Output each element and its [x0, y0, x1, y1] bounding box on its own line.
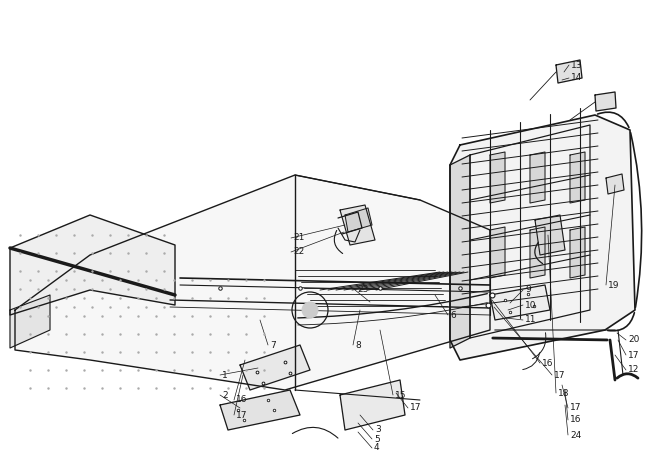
- Text: 12: 12: [628, 365, 640, 375]
- Text: 21: 21: [293, 234, 304, 242]
- Polygon shape: [606, 174, 624, 194]
- Text: 17: 17: [554, 371, 566, 380]
- Polygon shape: [220, 390, 300, 430]
- Text: 19: 19: [608, 280, 619, 289]
- Text: 17: 17: [410, 403, 421, 413]
- Polygon shape: [490, 227, 505, 278]
- Polygon shape: [240, 345, 310, 390]
- Polygon shape: [345, 208, 372, 232]
- Polygon shape: [530, 152, 545, 203]
- Text: 17: 17: [236, 410, 248, 420]
- Text: 9: 9: [525, 285, 531, 294]
- Text: 16: 16: [542, 359, 554, 367]
- Text: 6: 6: [450, 311, 456, 320]
- Polygon shape: [490, 285, 550, 320]
- Circle shape: [302, 302, 318, 318]
- Polygon shape: [490, 152, 505, 203]
- Text: 2: 2: [222, 391, 227, 399]
- Polygon shape: [450, 155, 470, 348]
- Polygon shape: [450, 115, 635, 360]
- Text: 24: 24: [570, 431, 581, 440]
- Polygon shape: [556, 60, 582, 83]
- Text: 10: 10: [525, 300, 536, 310]
- Text: 5: 5: [374, 435, 380, 443]
- Text: 14: 14: [571, 73, 582, 82]
- Text: 1: 1: [222, 371, 227, 380]
- Text: 16: 16: [570, 415, 582, 425]
- Text: 20: 20: [628, 336, 640, 344]
- Polygon shape: [340, 205, 375, 245]
- Text: 4: 4: [374, 443, 380, 453]
- Text: 13: 13: [571, 60, 582, 70]
- Text: 8: 8: [355, 340, 361, 349]
- Text: 11: 11: [525, 316, 536, 325]
- Text: 3: 3: [375, 425, 381, 435]
- Polygon shape: [595, 92, 616, 111]
- Polygon shape: [535, 215, 565, 255]
- Text: 17: 17: [570, 403, 582, 413]
- Text: 18: 18: [558, 388, 569, 398]
- Polygon shape: [570, 227, 585, 278]
- Text: 7: 7: [270, 340, 276, 349]
- Polygon shape: [570, 152, 585, 203]
- Text: 22: 22: [293, 247, 304, 256]
- Polygon shape: [530, 227, 545, 278]
- Polygon shape: [15, 175, 490, 390]
- Polygon shape: [10, 295, 50, 348]
- Text: 23: 23: [357, 285, 369, 294]
- Text: 15: 15: [395, 391, 406, 399]
- Polygon shape: [10, 215, 175, 315]
- Polygon shape: [340, 380, 405, 430]
- Text: 17: 17: [628, 350, 640, 360]
- Text: 16: 16: [236, 396, 248, 404]
